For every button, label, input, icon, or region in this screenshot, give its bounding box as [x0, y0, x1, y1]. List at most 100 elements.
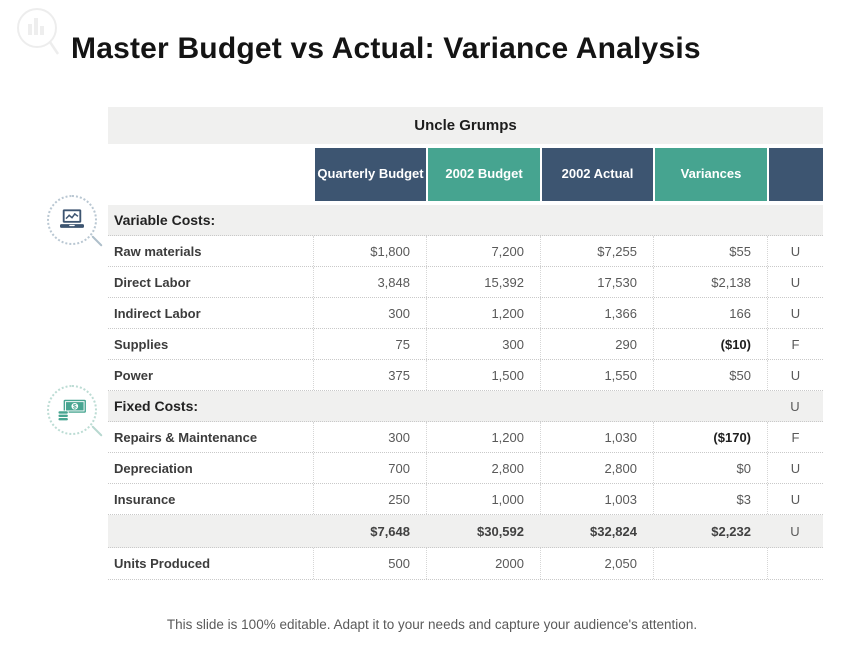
column-header-variances: Variances	[653, 148, 767, 201]
table-header-row: Quarterly Budget 2002 Budget 2002 Actual…	[108, 148, 823, 201]
brand-logo-watermark	[12, 4, 64, 65]
column-header-flag	[767, 148, 823, 201]
flag-cell: U	[790, 523, 800, 539]
cell-variance: ($10)	[653, 329, 767, 359]
table-row-raw-materials: Raw materials $1,800 7,200 $7,255 $55 U	[108, 236, 823, 267]
empty-cell	[426, 205, 540, 235]
cell-variance: $2,138	[653, 267, 767, 297]
cell-variance: 166	[653, 298, 767, 328]
cell-2002-actual: 2,800	[540, 453, 653, 483]
cell-quarterly-budget: $1,800	[313, 236, 426, 266]
row-label: Units Produced	[114, 556, 211, 571]
cell-2002-actual: 1,003	[540, 484, 653, 514]
cell-2002-budget: 300	[426, 329, 540, 359]
section-label: Variable Costs:	[114, 212, 216, 228]
icon-tail-line	[91, 425, 103, 437]
cell-2002-actual: 2,050	[540, 548, 653, 579]
laptop-chart-icon	[60, 209, 84, 228]
footer-note: This slide is 100% editable. Adapt it to…	[166, 617, 698, 632]
cell-2002-budget: 1,500	[426, 360, 540, 390]
cell-2002-budget: 1,000	[426, 484, 540, 514]
cell-variance: $50	[653, 360, 767, 390]
cell-quarterly-budget: 3,848	[313, 267, 426, 297]
table-row-power: Power 375 1,500 1,550 $50 U	[108, 360, 823, 391]
section-row-fixed-costs: Fixed Costs: U	[108, 391, 823, 422]
cell-quarterly-budget: 300	[313, 298, 426, 328]
cell-variance: $0	[653, 453, 767, 483]
cell-quarterly-budget: 700	[313, 453, 426, 483]
cell-2002-budget: 1,200	[426, 422, 540, 452]
flag-cell	[767, 205, 823, 235]
flag-cell	[767, 548, 823, 579]
flag-cell: F	[767, 422, 823, 452]
row-label	[108, 515, 313, 547]
table-row-repairs-maintenance: Repairs & Maintenance 300 1,200 1,030 ($…	[108, 422, 823, 453]
cell-variance: ($170)	[653, 422, 767, 452]
money-cash-icon: $	[57, 399, 86, 422]
column-header-2002-actual: 2002 Actual	[540, 148, 653, 201]
page-title: Master Budget vs Actual: Variance Analys…	[71, 32, 701, 66]
cell-quarterly-budget: 500	[313, 548, 426, 579]
empty-cell	[313, 391, 426, 421]
empty-cell	[653, 391, 767, 421]
section-label: Fixed Costs:	[114, 398, 199, 414]
flag-cell: U	[767, 298, 823, 328]
cell-2002-actual: 1,030	[540, 422, 653, 452]
cell-2002-budget: 2000	[426, 548, 540, 579]
cell-variance: $3	[653, 484, 767, 514]
table-row-indirect-labor: Indirect Labor 300 1,200 1,366 166 U	[108, 298, 823, 329]
empty-cell	[540, 205, 653, 235]
cell-quarterly-budget: 75	[313, 329, 426, 359]
cell-quarterly-budget-total: $7,648	[370, 523, 410, 539]
flag-cell: U	[790, 398, 800, 414]
cell-2002-actual-total: $32,824	[590, 523, 637, 539]
cell-2002-actual: 290	[540, 329, 653, 359]
cell-2002-budget: 15,392	[426, 267, 540, 297]
flag-cell: F	[767, 329, 823, 359]
budget-variance-table: Uncle Grumps Quarterly Budget 2002 Budge…	[108, 107, 823, 580]
empty-cell	[426, 391, 540, 421]
column-header-quarterly-budget: Quarterly Budget	[313, 148, 426, 201]
empty-cell	[653, 205, 767, 235]
column-header-spacer	[108, 148, 313, 201]
cell-2002-actual: 1,550	[540, 360, 653, 390]
row-label: Repairs & Maintenance	[114, 429, 258, 445]
cell-2002-actual: 1,366	[540, 298, 653, 328]
cell-2002-budget-total: $30,592	[477, 523, 524, 539]
table-row-totals: $7,648 $30,592 $32,824 $2,232 U	[108, 515, 823, 548]
cell-variance	[653, 548, 767, 579]
cell-2002-budget: 2,800	[426, 453, 540, 483]
cell-2002-actual: 17,530	[540, 267, 653, 297]
flag-cell: U	[767, 236, 823, 266]
row-label: Supplies	[114, 336, 169, 352]
table-row-depreciation: Depreciation 700 2,800 2,800 $0 U	[108, 453, 823, 484]
magnifier-buildings-icon	[17, 8, 60, 55]
cell-2002-budget: 7,200	[426, 236, 540, 266]
table-row-direct-labor: Direct Labor 3,848 15,392 17,530 $2,138 …	[108, 267, 823, 298]
flag-cell: U	[767, 453, 823, 483]
cell-quarterly-budget: 300	[313, 422, 426, 452]
cell-quarterly-budget: 250	[313, 484, 426, 514]
row-label: Depreciation	[114, 460, 193, 476]
cell-2002-actual: $7,255	[540, 236, 653, 266]
fixed-costs-icon-badge: $	[47, 385, 103, 437]
flag-cell: U	[767, 484, 823, 514]
section-row-variable-costs: Variable Costs:	[108, 205, 823, 236]
row-label: Insurance	[114, 491, 176, 507]
cell-2002-budget: 1,200	[426, 298, 540, 328]
flag-cell: U	[767, 267, 823, 297]
row-label: Power	[114, 367, 154, 383]
empty-cell	[540, 391, 653, 421]
cell-variance-total: $2,232	[711, 523, 751, 539]
row-label: Direct Labor	[114, 274, 191, 290]
column-header-2002-budget: 2002 Budget	[426, 148, 540, 201]
variable-costs-icon-badge	[47, 195, 103, 247]
icon-tail-line	[91, 235, 103, 247]
cell-variance: $55	[653, 236, 767, 266]
svg-text:$: $	[73, 404, 77, 411]
table-row-supplies: Supplies 75 300 290 ($10) F	[108, 329, 823, 360]
empty-cell	[313, 205, 426, 235]
table-title: Uncle Grumps	[108, 107, 823, 144]
flag-cell: U	[767, 360, 823, 390]
cell-quarterly-budget: 375	[313, 360, 426, 390]
